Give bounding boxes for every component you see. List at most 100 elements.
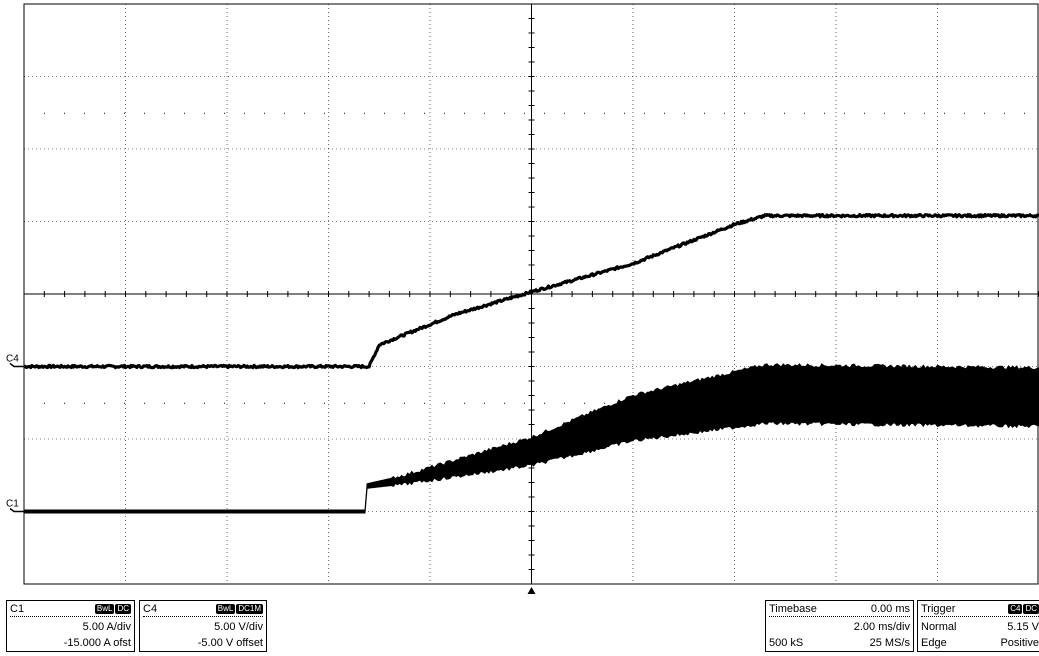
minor-dot: [584, 402, 585, 404]
minor-dot: [264, 112, 265, 114]
minor-dot: [164, 112, 165, 114]
minor-dot: [84, 402, 85, 404]
timebase-delay: 0.00 ms: [870, 603, 910, 615]
minor-dot: [104, 402, 105, 404]
c1-bwl-badge: BwL: [94, 604, 115, 614]
minor-dot: [1024, 112, 1025, 114]
timebase-samples: 500 kS: [769, 637, 804, 649]
minor-dot: [504, 112, 505, 114]
traces: [23, 213, 1039, 514]
minor-dot: [724, 112, 725, 114]
minor-dot: [604, 112, 605, 114]
minor-dot: [844, 112, 845, 114]
minor-dot: [644, 112, 645, 114]
minor-dot: [884, 112, 885, 114]
minor-dot: [744, 112, 745, 114]
c1-scale: 5.00 A/div: [82, 621, 131, 633]
minor-dot: [964, 112, 965, 114]
minor-dot: [484, 112, 485, 114]
minor-dot: [824, 112, 825, 114]
trigger-slope: Positive: [1000, 637, 1039, 649]
minor-dot: [144, 112, 145, 114]
minor-dot: [624, 112, 625, 114]
minor-dot: [424, 402, 425, 404]
c1-coupling-badge: DC: [115, 604, 131, 614]
minor-dot: [384, 112, 385, 114]
minor-dot: [984, 112, 985, 114]
minor-dot: [184, 402, 185, 404]
minor-dot: [784, 112, 785, 114]
trigger-position-marker: [527, 587, 536, 594]
minor-dot: [764, 112, 765, 114]
minor-dot: [104, 112, 105, 114]
trace-c4: [23, 213, 1039, 370]
minor-dot: [544, 402, 545, 404]
marker-c4-label: C4: [6, 354, 19, 365]
trace-c1: [23, 363, 1039, 514]
minor-dot: [44, 112, 45, 114]
timebase-panel[interactable]: Timebase 0.00 ms 2.00 ms/div 500 kS 25 M…: [765, 600, 914, 652]
timebase-rate: 25 MS/s: [869, 637, 910, 649]
minor-dot: [284, 112, 285, 114]
minor-dot: [704, 112, 705, 114]
minor-dot: [564, 402, 565, 404]
timebase-scale: 2.00 ms/div: [853, 621, 910, 633]
minor-dot: [464, 112, 465, 114]
minor-dot: [564, 112, 565, 114]
marker-c4-pointer: [9, 362, 24, 368]
minor-dot: [804, 112, 805, 114]
c4-coupling-badge: DC1M: [236, 604, 263, 614]
minor-dot: [224, 402, 225, 404]
c1-panel-name: C1: [10, 603, 25, 615]
trigger-label: Trigger: [921, 603, 956, 615]
minor-dot: [444, 112, 445, 114]
minor-dot: [324, 402, 325, 404]
minor-dot: [364, 112, 365, 114]
minor-dot: [504, 402, 505, 404]
minor-dot: [284, 402, 285, 404]
timebase-label: Timebase: [769, 603, 817, 615]
minor-dot: [124, 402, 125, 404]
minor-dot: [64, 112, 65, 114]
minor-dot: [684, 112, 685, 114]
trigger-mode: Normal: [921, 621, 957, 633]
minor-dot: [664, 112, 665, 114]
c4-channel-panel[interactable]: C4 BwL DC1M 5.00 V/div -5.00 V offset: [139, 600, 267, 652]
trigger-type: Edge: [921, 637, 947, 649]
minor-dot: [144, 402, 145, 404]
minor-dot: [64, 402, 65, 404]
minor-dot: [464, 402, 465, 404]
minor-dot: [344, 112, 345, 114]
minor-dot: [944, 112, 945, 114]
trigger-coupling-badge: DC: [1023, 604, 1039, 614]
minor-dot: [384, 402, 385, 404]
minor-dot: [324, 112, 325, 114]
minor-dot: [544, 112, 545, 114]
c1-channel-panel[interactable]: C1 BwL DC 5.00 A/div -15.000 A ofst: [6, 600, 135, 652]
minor-dot: [364, 402, 365, 404]
minor-dot: [244, 112, 245, 114]
minor-dot: [924, 112, 925, 114]
minor-dot: [864, 112, 865, 114]
minor-dot: [904, 112, 905, 114]
trigger-panel[interactable]: Trigger C4 DC Normal 5.15 V Edge Positive: [917, 600, 1039, 652]
c4-bwl-badge: BwL: [215, 604, 236, 614]
minor-dot: [44, 402, 45, 404]
marker-c1-pointer: [9, 507, 24, 513]
oscilloscope-display: C4 C1: [6, 3, 1039, 594]
minor-dot: [524, 112, 525, 114]
minor-dot: [424, 112, 425, 114]
minor-dot: [524, 402, 525, 404]
minor-dot: [304, 402, 305, 404]
c4-panel-name: C4: [143, 603, 158, 615]
c4-scale: 5.00 V/div: [214, 621, 263, 633]
minor-dot: [204, 402, 205, 404]
minor-dot: [584, 112, 585, 114]
minor-dot: [344, 402, 345, 404]
channel-markers: C4 C1: [6, 354, 536, 594]
minor-dot: [484, 402, 485, 404]
trigger-level: 5.15 V: [1007, 621, 1039, 633]
minor-dot: [444, 402, 445, 404]
minor-dot: [264, 402, 265, 404]
minor-dot: [184, 112, 185, 114]
